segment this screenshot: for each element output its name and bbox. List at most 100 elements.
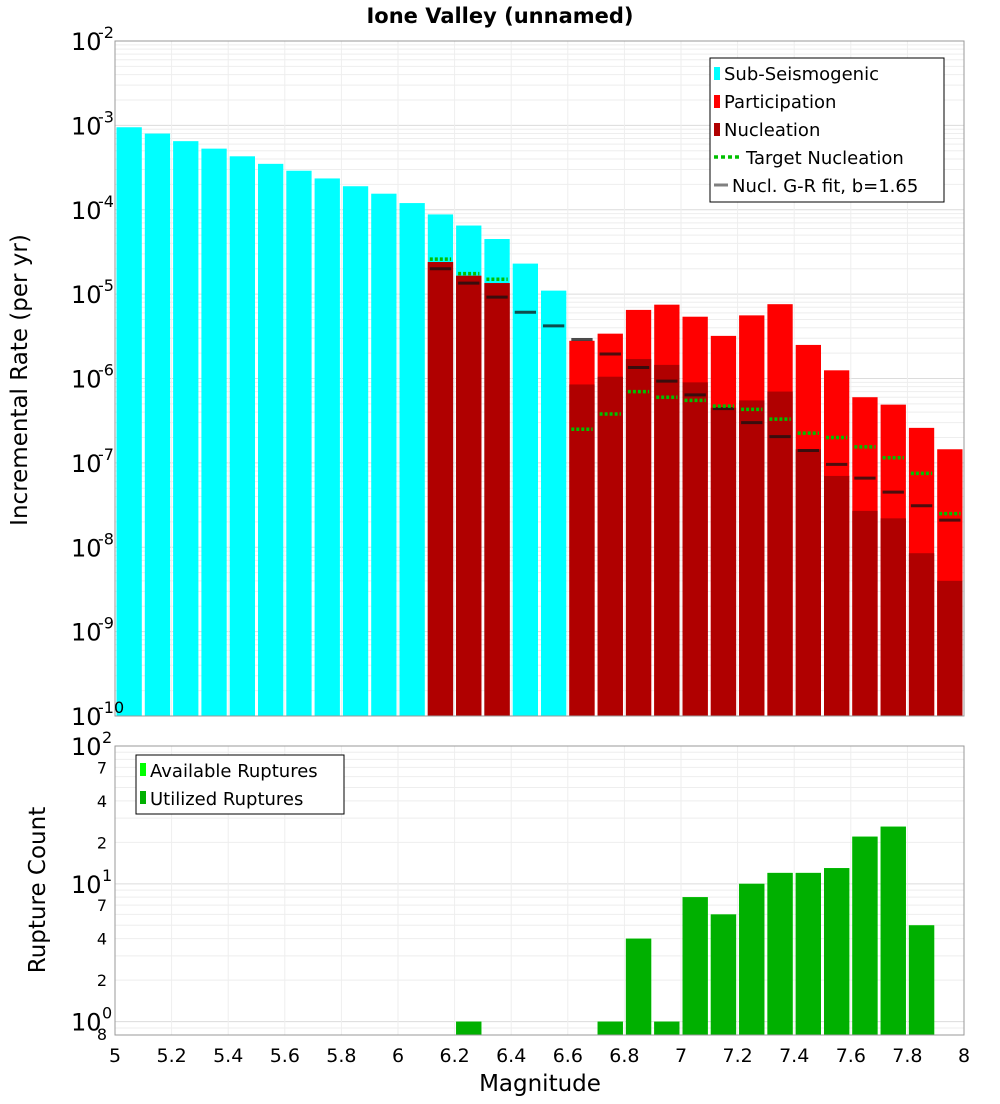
bottom-y-minor-tick-label: 2 — [97, 833, 107, 852]
bar-nucleation-12 — [824, 475, 850, 716]
top-y-tick-base: 10 — [71, 281, 102, 309]
bar-nucleation-9 — [739, 400, 765, 716]
bottom-y-minor-tick-label: 4 — [97, 930, 107, 949]
bottom-y-axis-label: Rupture Count — [25, 807, 51, 973]
top-y-tick-exponent: -2 — [98, 23, 114, 42]
bar-sub-seismogenic-15 — [541, 290, 567, 716]
top-y-tick-exponent: -4 — [98, 192, 114, 211]
top-y-tick-10e-8: 10-8 — [71, 529, 114, 562]
bottom-legend: Available Ruptures Utilized Ruptures — [135, 754, 345, 815]
bar-utilized-ruptures-3 — [654, 1021, 680, 1035]
bar-nucleation-15 — [908, 553, 935, 716]
top-y-tick-10e-7: 10-7 — [71, 445, 114, 478]
top-y-tick-base: 10 — [71, 703, 102, 731]
bottom-legend-box — [135, 754, 345, 815]
top-y-tick-exponent: -7 — [98, 445, 114, 464]
top-y-tick-10e-6: 10-6 — [71, 361, 114, 394]
x-tick-label: 5.4 — [213, 1045, 243, 1067]
top-y-tick-10e-3: 10-3 — [71, 107, 114, 140]
top-y-tick-10e-2: 10-2 — [71, 23, 114, 56]
x-tick-label: 5.6 — [270, 1045, 300, 1067]
bottom-y-tick-exponent: 0 — [102, 1004, 112, 1023]
bar-sub-seismogenic-6 — [286, 170, 312, 716]
bottom-y-tick-base: 10 — [71, 1009, 102, 1037]
top-y-tick-exponent: -6 — [98, 361, 114, 380]
bar-utilized-ruptures-5 — [710, 914, 737, 1035]
x-tick-label: 7.4 — [779, 1045, 809, 1067]
bottom-y-minor-tick-label: 7 — [97, 896, 107, 915]
legend-label-sub-seismogenic: Sub-Seismogenic — [724, 64, 879, 85]
bar-sub-seismogenic-0 — [116, 127, 142, 716]
top-y-tick-exponent: -8 — [98, 529, 114, 548]
legend-label-participation: Participation — [724, 92, 836, 113]
top-y-tick-base: 10 — [71, 112, 102, 140]
bar-nucleation-7 — [682, 382, 708, 716]
bottom-y-minor-tick-label: 8 — [97, 1025, 107, 1044]
bar-sub-seismogenic-4 — [229, 156, 255, 717]
bar-sub-seismogenic-1 — [144, 133, 171, 717]
x-tick-labels: 5 5.2 5.4 5.6 5.8 6 6.2 6.4 6.6 6.8 7 7.2 7.4 7.6 7.8 8 — [109, 1045, 970, 1067]
bar-utilized-ruptures-2 — [625, 938, 652, 1035]
bar-sub-seismogenic-5 — [258, 163, 284, 717]
bar-utilized-ruptures-1 — [597, 1021, 623, 1035]
bar-nucleation-11 — [795, 449, 821, 716]
x-tick-label: 5.8 — [326, 1045, 356, 1067]
chart-title: Ione Valley (unnamed) — [366, 4, 633, 28]
bar-utilized-ruptures-8 — [795, 872, 821, 1035]
top-legend-box — [709, 57, 945, 203]
bar-utilized-ruptures-10 — [852, 836, 878, 1035]
top-y-tick-exponent: -5 — [98, 276, 114, 295]
top-lines-layer — [429, 257, 961, 522]
x-tick-label: 7.6 — [836, 1045, 866, 1067]
bar-nucleation-13 — [852, 510, 878, 716]
top-y-tick-10e-5: 10-5 — [71, 276, 114, 309]
bar-utilized-ruptures-11 — [880, 826, 906, 1035]
legend-label-utilized-ruptures: Utilized Ruptures — [150, 789, 303, 810]
x-tick-label: 5.2 — [156, 1045, 186, 1067]
bottom-y-tick-10e2: 10 2 — [71, 728, 112, 761]
x-tick-label: 7 — [675, 1045, 687, 1067]
top-y-tick-base: 10 — [71, 197, 102, 225]
x-tick-label: 6 — [392, 1045, 404, 1067]
legend-swatch-sub-seismogenic — [714, 67, 720, 80]
legend-label-available-ruptures: Available Ruptures — [150, 761, 318, 782]
top-y-tick-exponent: -9 — [98, 614, 114, 633]
bar-nucleation-2 — [484, 283, 510, 716]
x-tick-label: 5 — [109, 1045, 121, 1067]
bottom-y-minor-tick-label: 4 — [97, 792, 107, 811]
bar-nucleation-14 — [880, 518, 906, 716]
bar-nucleation-8 — [710, 407, 737, 716]
bar-sub-seismogenic-8 — [342, 186, 369, 716]
bar-utilized-ruptures-0 — [456, 1021, 482, 1035]
bar-utilized-ruptures-9 — [824, 868, 850, 1035]
bar-sub-seismogenic-10 — [399, 203, 425, 716]
bar-sub-seismogenic-3 — [201, 148, 227, 716]
bottom-y-tick-10e0: 10 0 — [71, 1004, 112, 1037]
legend-swatch-participation — [714, 95, 720, 108]
bar-sub-seismogenic-2 — [173, 141, 199, 717]
top-y-tick-10e-10: 10-10 — [71, 698, 124, 731]
bottom-bars-layer — [456, 826, 935, 1035]
top-y-tick-base: 10 — [71, 619, 102, 647]
top-legend: Sub-Seismogenic Participation Nucleation… — [709, 57, 945, 203]
bottom-y-tick-exponent: 2 — [102, 728, 112, 747]
legend-swatch-nucleation — [714, 123, 720, 136]
bar-sub-seismogenic-9 — [371, 193, 397, 716]
top-y-tick-base: 10 — [71, 28, 102, 56]
bar-nucleation-16 — [937, 580, 963, 716]
bottom-y-tick-base: 10 — [71, 733, 102, 761]
top-y-tick-base: 10 — [71, 450, 102, 478]
bar-utilized-ruptures-4 — [682, 897, 708, 1035]
bar-nucleation-0 — [427, 262, 454, 716]
x-tick-label: 7.8 — [892, 1045, 922, 1067]
bottom-y-tick-base: 10 — [71, 871, 102, 899]
top-y-tick-exponent: -3 — [98, 107, 114, 126]
bar-sub-seismogenic-7 — [314, 178, 340, 716]
bottom-y-tick-exponent: 1 — [102, 866, 112, 885]
bar-nucleation-5 — [625, 359, 652, 716]
x-tick-label: 7.2 — [722, 1045, 752, 1067]
top-y-tick-base: 10 — [71, 366, 102, 394]
top-y-tick-10e-4: 10-4 — [71, 192, 114, 225]
